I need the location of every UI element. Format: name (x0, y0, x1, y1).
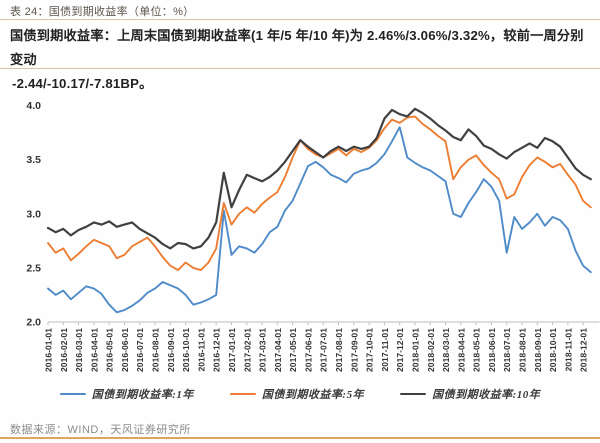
x-tick-label: 2018-12-01 (579, 328, 589, 372)
legend-swatch-1y (59, 392, 86, 396)
x-tick-label: 2018-05-01 (472, 328, 482, 372)
x-tick-label: 2017-07-01 (319, 328, 329, 372)
x-tick-label: 2018-10-01 (548, 328, 558, 372)
yield-chart: 2016-01-01 2016-02-01 2016-03-01 2016-04-01… (0, 80, 600, 392)
x-tick-label: 2016-08-01 (151, 328, 161, 372)
legend-label-1y: 国债到期收益率:1年 (91, 389, 194, 401)
y-tick-label: 2.5 (26, 262, 41, 274)
x-tick-label: 2018-04-01 (456, 328, 466, 372)
series-line-1y (47, 126, 592, 314)
data-source: 数据来源：WIND，天风证券研究所 (10, 424, 191, 436)
legend-item-10y: 国债到期收益率:10年 (400, 386, 540, 402)
x-tick-label: 2016-03-01 (74, 328, 84, 372)
series-line-5y (47, 115, 592, 272)
yield-chart-canvas: 2016-01-01 2016-02-01 2016-03-01 2016-04-01… (26, 100, 600, 372)
chart-legend: 国债到期收益率:1年 国债到期收益率:5年 国债到期收益率:10年 (0, 386, 600, 402)
x-tick-label: 2018-06-01 (487, 328, 497, 372)
series-line-10y (46, 107, 592, 250)
y-tick-label: 2.0 (26, 317, 41, 329)
x-tick-label: 2016-11-01 (196, 328, 206, 372)
x-tick-label: 2017-12-01 (395, 328, 405, 372)
x-tick-label: 2017-03-01 (258, 328, 268, 372)
x-tick-label: 2017-08-01 (334, 328, 344, 372)
x-tick-label: 2018-02-01 (426, 328, 436, 372)
x-tick-label: 2017-11-01 (380, 328, 390, 372)
x-tick-label: 2016-09-01 (166, 328, 176, 372)
summary-paragraph: 国债到期收益率：上周末国债到期收益率(1 年/5 年/10 年)为 2.46%/… (10, 24, 594, 96)
x-tick-label: 2016-05-01 (105, 328, 115, 372)
legend-label-10y: 国债到期收益率:10年 (432, 389, 541, 401)
x-tick-label: 2016-10-01 (181, 328, 191, 372)
x-tick-label: 2018-07-01 (502, 328, 512, 372)
legend-item-5y: 国债到期收益率:5年 (229, 386, 365, 402)
y-tick-label: 3.5 (26, 154, 41, 166)
x-tick-label: 2017-04-01 (273, 328, 283, 372)
x-tick-label: 2017-09-01 (349, 328, 359, 372)
x-tick-label: 2016-04-01 (89, 328, 99, 372)
x-tick-label: 2016-07-01 (135, 328, 145, 372)
legend-label-5y: 国债到期收益率:5年 (261, 389, 365, 401)
x-tick-label: 2016-02-01 (59, 328, 69, 372)
x-tick-label: 2017-05-01 (288, 328, 298, 372)
x-tick-label: 2016-01-01 (44, 328, 54, 372)
x-tick-label: 2017-01-01 (227, 328, 237, 372)
x-tick-label: 2018-08-01 (517, 328, 527, 372)
x-tick-label: 2017-06-01 (303, 328, 313, 372)
divider-top (0, 19, 600, 20)
x-tick-label: 2018-03-01 (441, 328, 451, 372)
table-title: 表 24：国债到期收益率（单位：%） (10, 6, 195, 18)
x-tick-label: 2016-12-01 (212, 328, 222, 372)
y-tick-label: 3.0 (26, 208, 41, 220)
legend-swatch-10y (400, 392, 427, 396)
divider-mid (0, 68, 600, 69)
summary-line-2: -2.44/-10.17/-7.81BP。 (12, 76, 153, 91)
x-tick-label: 2018-09-01 (533, 328, 543, 372)
y-tick-label: 4.0 (26, 100, 41, 112)
x-tick-label: 2017-02-01 (242, 328, 252, 372)
legend-swatch-5y (229, 392, 256, 396)
summary-line-1: 国债到期收益率：上周末国债到期收益率(1 年/5 年/10 年)为 2.46%/… (10, 28, 584, 67)
x-tick-label: 2016-06-01 (120, 328, 130, 372)
x-tick-label: 2018-01-01 (410, 328, 420, 372)
legend-item-1y: 国债到期收益率:1年 (59, 386, 194, 402)
divider-bottom (0, 437, 600, 439)
x-tick-label: 2018-11-01 (563, 328, 573, 372)
x-tick-label: 2017-10-01 (365, 328, 375, 372)
